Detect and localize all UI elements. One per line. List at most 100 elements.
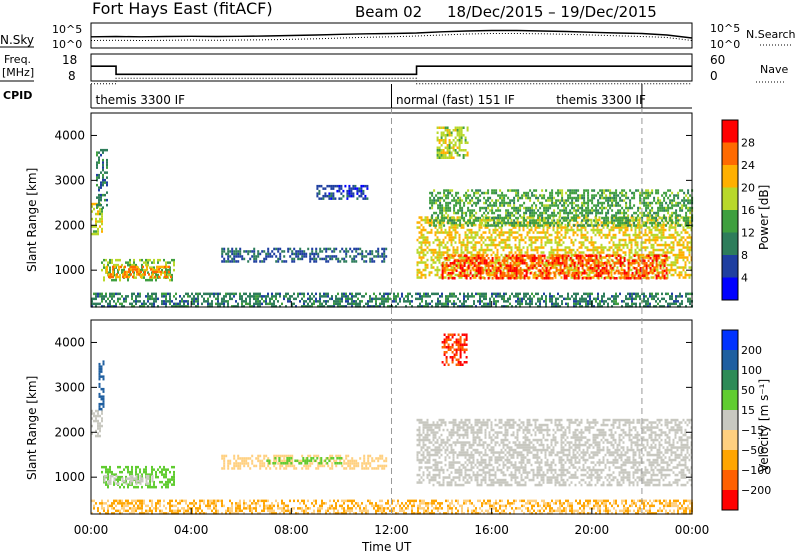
heatmap-cell (561, 254, 564, 257)
heatmap-cell (307, 292, 309, 296)
heatmap-cell (590, 236, 593, 239)
heatmap-cell (462, 238, 465, 242)
heatmap-cell (460, 141, 463, 144)
heatmap-cell (655, 201, 658, 205)
heatmap-cell (469, 194, 472, 197)
heatmap-cell (441, 277, 444, 280)
heatmap-cell (679, 224, 682, 227)
heatmap-cell (507, 219, 510, 222)
heatmap-cell (96, 161, 98, 164)
heatmap-cell (320, 197, 323, 200)
heatmap-cell (96, 173, 98, 177)
heatmap-cell (601, 272, 604, 275)
heatmap-cell (518, 228, 521, 232)
heatmap-cell (364, 194, 367, 198)
heatmap-cell (600, 261, 603, 264)
heatmap-cell (646, 226, 649, 229)
heatmap-cell (315, 257, 318, 261)
heatmap-cell (689, 201, 692, 205)
heatmap-cell (424, 228, 427, 232)
heatmap-cell (685, 199, 688, 202)
heatmap-cell (556, 251, 559, 254)
heatmap-cell (565, 201, 568, 205)
heatmap-cell (95, 292, 97, 296)
heatmap-cell (448, 248, 451, 252)
heatmap-cell (420, 223, 423, 227)
heatmap-cell (237, 252, 240, 256)
heatmap-cell (612, 268, 615, 272)
heatmap-cell (241, 295, 243, 298)
heatmap-cell (614, 253, 617, 257)
heatmap-cell (557, 262, 560, 265)
heatmap-cell (443, 206, 446, 210)
heatmap-cell (454, 144, 457, 147)
heatmap-cell (677, 201, 680, 205)
heatmap-cell (422, 256, 425, 259)
heatmap-cell (570, 218, 573, 222)
heatmap-cell (267, 255, 270, 258)
heatmap-cell (622, 218, 625, 222)
heatmap-cell (672, 236, 675, 239)
heatmap-cell (157, 273, 159, 277)
heatmap-cell (557, 211, 560, 215)
heatmap-cell (549, 196, 552, 200)
heatmap-cell (153, 297, 155, 301)
heatmap-cell (515, 259, 518, 262)
heatmap-cell (345, 260, 348, 263)
heatmap-cell (491, 224, 494, 227)
heatmap-cell (567, 189, 570, 192)
heatmap-cell (619, 257, 622, 260)
heatmap-cell (507, 211, 510, 215)
heatmap-cell (271, 255, 274, 258)
heatmap-cell (625, 274, 628, 277)
heatmap-cell (575, 191, 578, 195)
heatmap-cell (587, 189, 590, 192)
heatmap-cell (587, 209, 590, 212)
heatmap-cell (346, 192, 349, 195)
heatmap-cell (241, 257, 244, 261)
heatmap-cell (447, 196, 450, 200)
heatmap-cell (550, 241, 553, 244)
heatmap-cell (287, 300, 289, 303)
heatmap-cell (637, 214, 640, 217)
heatmap-cell (688, 276, 691, 279)
heatmap-cell (659, 267, 662, 270)
heatmap-cell (656, 243, 659, 247)
heatmap-cell (420, 233, 423, 237)
heatmap-cell (593, 267, 596, 270)
heatmap-cell (670, 233, 673, 237)
noise-right-tick-bottom: 10^0 (710, 38, 740, 51)
heatmap-cell (665, 216, 668, 220)
heatmap-cell (351, 250, 354, 253)
heatmap-cell (527, 191, 530, 195)
heatmap-cell (119, 292, 121, 296)
heatmap-cell (281, 260, 284, 263)
heatmap-cell (553, 214, 556, 217)
heatmap-cell (517, 216, 520, 220)
heatmap-cell (454, 273, 457, 277)
heatmap-cell (263, 250, 266, 253)
heatmap-cell (607, 216, 610, 220)
heatmap-cell (549, 199, 552, 202)
heatmap-cell (491, 259, 494, 262)
heatmap-cell (112, 265, 114, 269)
heatmap-cell (634, 241, 637, 244)
heatmap-cell (259, 302, 261, 306)
heatmap-cell (111, 261, 113, 264)
heatmap-cell (328, 194, 331, 198)
heatmap-cell (173, 302, 175, 306)
heatmap-cell (383, 257, 386, 261)
heatmap-cell (438, 241, 441, 244)
heatmap-cell (538, 216, 541, 219)
heatmap-cell (607, 209, 610, 212)
heatmap-cell (628, 221, 631, 224)
heatmap-cell (502, 263, 505, 267)
heatmap-cell (531, 257, 534, 260)
heatmap-cell (383, 260, 386, 263)
heatmap-cell (420, 271, 423, 274)
heatmap-cell (492, 228, 495, 232)
heatmap-cell (444, 251, 447, 254)
heatmap-cell (523, 254, 526, 257)
heatmap-cell (597, 259, 600, 262)
heatmap-cell (499, 216, 502, 220)
